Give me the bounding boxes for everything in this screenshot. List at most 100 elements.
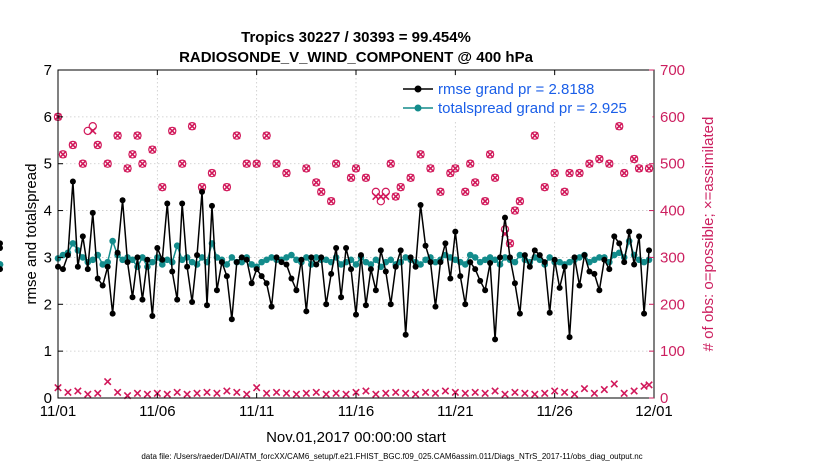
obs-possible-point-39 [391,192,400,201]
rmse-point-36 [233,259,240,266]
rmse-point-43 [268,303,275,310]
obs-assimilated-point-33 [362,174,370,182]
rmse-point-60 [353,311,359,318]
totalspread-point-50 [303,254,310,261]
obs-assimilated-point-46 [461,188,470,196]
obs-possible-point-29 [317,187,326,197]
x-tick-label-4: 11/21 [437,403,473,420]
rmse-point-13 [119,197,126,204]
totalspread-point-39 [248,261,255,268]
rmse-point-5 [79,233,86,240]
obs-assimilated-point-63 [595,155,604,163]
totalspread-point-87 [486,254,494,261]
rmse-point-4 [74,263,81,270]
obs-assimilated-point-123 [580,384,589,393]
rmse-point-120 [0,245,3,252]
totalspread-point-7 [89,256,97,264]
obs-assimilated-point-10 [133,131,142,140]
obs-possible-point-31 [331,159,341,168]
rmse-point-31 [208,202,215,209]
obs-possible-point-68 [629,154,639,164]
y-tick-label-1: 1 [44,343,52,360]
obs-assimilated-point-111 [461,389,470,398]
totalspread-point-24 [173,242,181,250]
obs-assimilated-point-78 [133,389,142,398]
obs-assimilated-point-130 [645,381,653,389]
totalspread-point-83 [466,251,474,259]
rmse-point-18 [144,256,151,263]
obs-assimilated-point-21 [242,159,251,168]
obs-possible-point-28 [312,178,321,187]
obs-assimilated-point-47 [466,159,474,168]
totalspread-point-99 [546,254,553,261]
obs-possible-point-38 [386,159,395,168]
totalspread-point-62 [362,258,370,266]
rmse-point-70 [402,331,409,338]
obs-possible-point-19 [207,168,217,178]
obs-assimilated-point-12 [148,145,157,154]
totalspread-point-10 [104,258,111,266]
x-axis-label: Nov.01,2017 00:00:00 start [266,429,447,446]
y-right-tick-label-1: 100 [660,343,685,360]
rmse-point-73 [417,201,424,208]
obs-possible-point-52 [490,173,500,182]
rmse-point-8 [94,275,101,282]
obs-assimilated-point-109 [441,387,450,395]
rmse-point-99 [546,309,553,316]
obs-possible-point-42 [416,150,425,159]
obs-possible-point-50 [480,196,490,206]
obs-possible-point-27 [302,164,311,173]
totalspread-point-5 [79,254,87,261]
rmse-point-3 [69,178,76,185]
rmse-point-67 [387,301,394,308]
y-axis-left: 0 1 2 3 4 5 6 7 [44,62,63,407]
x-tick-label-1: 11/06 [139,403,175,420]
rmse-point-45 [278,259,285,266]
totalspread-point-43 [268,254,275,261]
obs-assimilated-point-22 [252,159,261,168]
y-right-tick-label-4: 400 [660,203,685,220]
obs-assimilated-point-3 [79,159,87,168]
rmse-point-44 [273,254,280,261]
rmse-point-55 [328,270,335,277]
rmse-point-54 [323,301,330,308]
obs-assimilated-point-51 [491,174,499,182]
rmse-point-104 [571,254,578,261]
rmse-point-52 [313,261,320,268]
y-right-tick-label-2: 200 [660,296,685,313]
obs-assimilated-point-25 [282,169,291,177]
obs-assimilated-point-59 [560,188,569,196]
rmse-point-77 [437,259,444,266]
obs-assimilated-point-93 [282,389,291,398]
obs-possible-point-48 [466,159,475,168]
obs-assimilated-point-103 [382,389,390,398]
x-tick-label-6: 12/01 [635,403,673,420]
obs-assimilated-point-18 [208,169,216,177]
y-tick-label-4: 4 [44,203,52,220]
obs-assimilated-point-118 [531,390,539,399]
rmse-point-42 [263,280,270,287]
totalspread-point-21 [159,261,166,268]
obs-assimilated-point-86 [213,389,221,398]
obs-assimilated-point-9 [128,150,137,159]
obs-assimilated-point-98 [332,389,340,398]
obs-possible-point-49 [471,178,480,187]
totalspread-point-84 [471,254,479,261]
obs-possible-point-60 [560,187,569,197]
obs-assimilated-point-2 [69,141,77,149]
totalspread-point-103 [566,258,573,266]
rmse-point-96 [531,247,538,254]
totalspread-point-54 [322,256,330,264]
totalspread-point-80 [452,256,459,264]
totalspread-point-46 [283,254,290,261]
totalspread-point-3 [69,240,77,247]
y-tick-label-5: 5 [44,156,52,173]
obs-assimilated-point-107 [421,388,430,397]
y-axis-label-right: # of obs: o=possible; ×=assimilated [700,117,717,352]
totalspread-point-52 [312,254,320,261]
totalspread-point-16 [134,263,141,271]
obs-assimilated-point-43 [436,188,445,196]
rmse-point-33 [218,259,225,266]
totalspread-point-88 [491,256,499,264]
